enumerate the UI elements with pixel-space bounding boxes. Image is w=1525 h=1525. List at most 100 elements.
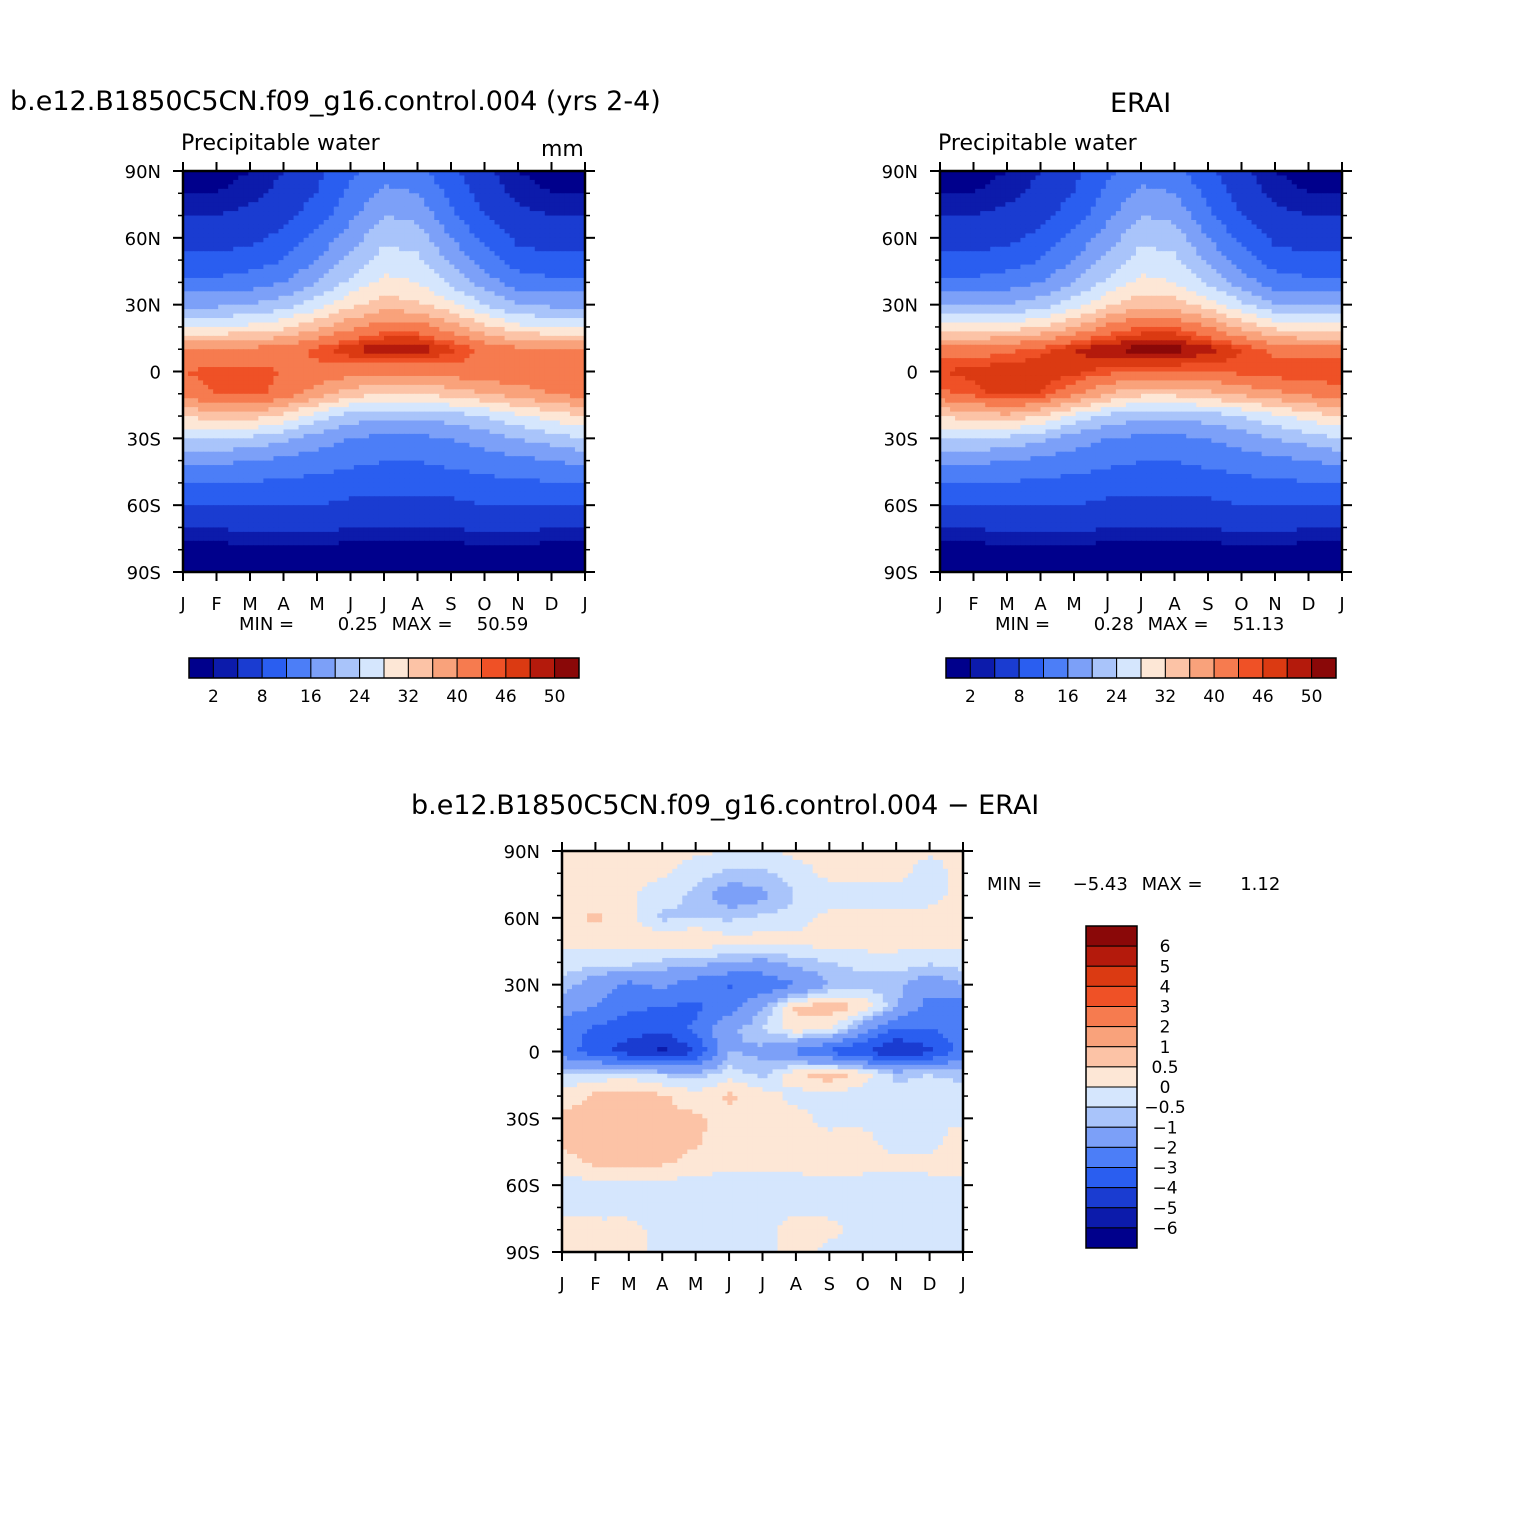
heat-cell <box>399 314 405 319</box>
heat-cell <box>243 354 249 359</box>
heat-cell <box>243 233 249 238</box>
heat-cell <box>414 363 420 368</box>
heat-cell <box>273 211 279 216</box>
heat-cell <box>389 189 395 194</box>
heat-cell <box>268 291 274 296</box>
heat-cell <box>233 322 239 327</box>
heat-cell <box>454 340 460 345</box>
heat-cell <box>399 358 405 363</box>
heat-cell <box>299 233 305 238</box>
heat-cell <box>469 367 475 372</box>
heat-cell <box>349 278 355 283</box>
heat-cell <box>459 349 465 354</box>
heat-cell <box>429 322 435 327</box>
heat-cell <box>419 296 425 301</box>
heat-cell <box>233 202 239 207</box>
heat-cell <box>560 207 566 212</box>
heat-cell <box>299 265 305 270</box>
heat-cell <box>268 251 274 256</box>
heat-cell <box>454 216 460 221</box>
heat-cell <box>434 309 440 314</box>
heat-cell <box>364 296 370 301</box>
heat-cell <box>394 224 400 229</box>
heat-cell <box>304 358 310 363</box>
heat-cell <box>384 363 390 368</box>
heat-cell <box>515 260 521 265</box>
heat-cell <box>525 260 531 265</box>
heat-cell <box>479 278 485 283</box>
heat-cell <box>409 327 415 332</box>
heat-cell <box>334 265 340 270</box>
heat-cell <box>565 189 571 194</box>
heat-cell <box>469 363 475 368</box>
heat-cell <box>324 269 330 274</box>
heat-cell <box>213 291 219 296</box>
heat-cell <box>248 331 254 336</box>
heat-cell <box>540 300 546 305</box>
heat-cell <box>550 354 556 359</box>
heat-cell <box>278 189 284 194</box>
heat-cell <box>218 305 224 310</box>
heat-cell <box>294 260 300 265</box>
heat-cell <box>515 220 521 225</box>
heat-cell <box>223 354 229 359</box>
heat-cell <box>515 282 521 287</box>
heat-cell <box>429 273 435 278</box>
heat-cell <box>419 216 425 221</box>
heat-cell <box>349 269 355 274</box>
heat-cell <box>329 224 335 229</box>
heat-cell <box>399 349 405 354</box>
heat-cell <box>339 193 345 198</box>
heat-cell <box>319 358 325 363</box>
heat-cell <box>384 256 390 261</box>
heat-cell <box>188 349 194 354</box>
heat-cell <box>560 260 566 265</box>
heat-cell <box>560 363 566 368</box>
heat-cell <box>409 322 415 327</box>
heat-cell <box>485 354 491 359</box>
heat-cell <box>394 238 400 243</box>
heat-cell <box>228 340 234 345</box>
heat-cell <box>479 202 485 207</box>
heat-cell <box>535 305 541 310</box>
heat-cell <box>389 251 395 256</box>
heat-cell <box>520 198 526 203</box>
heat-cell <box>479 269 485 274</box>
heat-cell <box>304 202 310 207</box>
heat-cell <box>434 273 440 278</box>
heat-cell <box>394 256 400 261</box>
heat-cell <box>434 207 440 212</box>
heat-cell <box>545 207 551 212</box>
heat-cell <box>469 331 475 336</box>
heat-cell <box>299 198 305 203</box>
heat-cell <box>289 184 295 189</box>
heat-cell <box>263 296 269 301</box>
heat-cell <box>198 216 204 221</box>
heat-cell <box>253 278 259 283</box>
heat-cell <box>359 300 365 305</box>
heat-cell <box>304 189 310 194</box>
heat-cell <box>490 322 496 327</box>
heat-cell <box>218 278 224 283</box>
heat-cell <box>469 322 475 327</box>
heat-cell <box>404 184 410 189</box>
heat-cell <box>424 305 430 310</box>
heat-cell <box>339 296 345 301</box>
heat-cell <box>349 251 355 256</box>
heat-cell <box>243 265 249 270</box>
heat-cell <box>510 233 516 238</box>
heat-cell <box>304 247 310 252</box>
heat-cell <box>459 238 465 243</box>
heat-cell <box>354 336 360 341</box>
heat-cell <box>198 331 204 336</box>
heat-cell <box>329 327 335 332</box>
heat-cell <box>384 229 390 234</box>
heat-cell <box>379 256 385 261</box>
heat-cell <box>495 305 501 310</box>
heat-cell <box>510 336 516 341</box>
heat-cell <box>223 251 229 256</box>
heat-cell <box>344 358 350 363</box>
heat-cell <box>505 242 511 247</box>
heat-cell <box>329 269 335 274</box>
heat-cell <box>354 349 360 354</box>
